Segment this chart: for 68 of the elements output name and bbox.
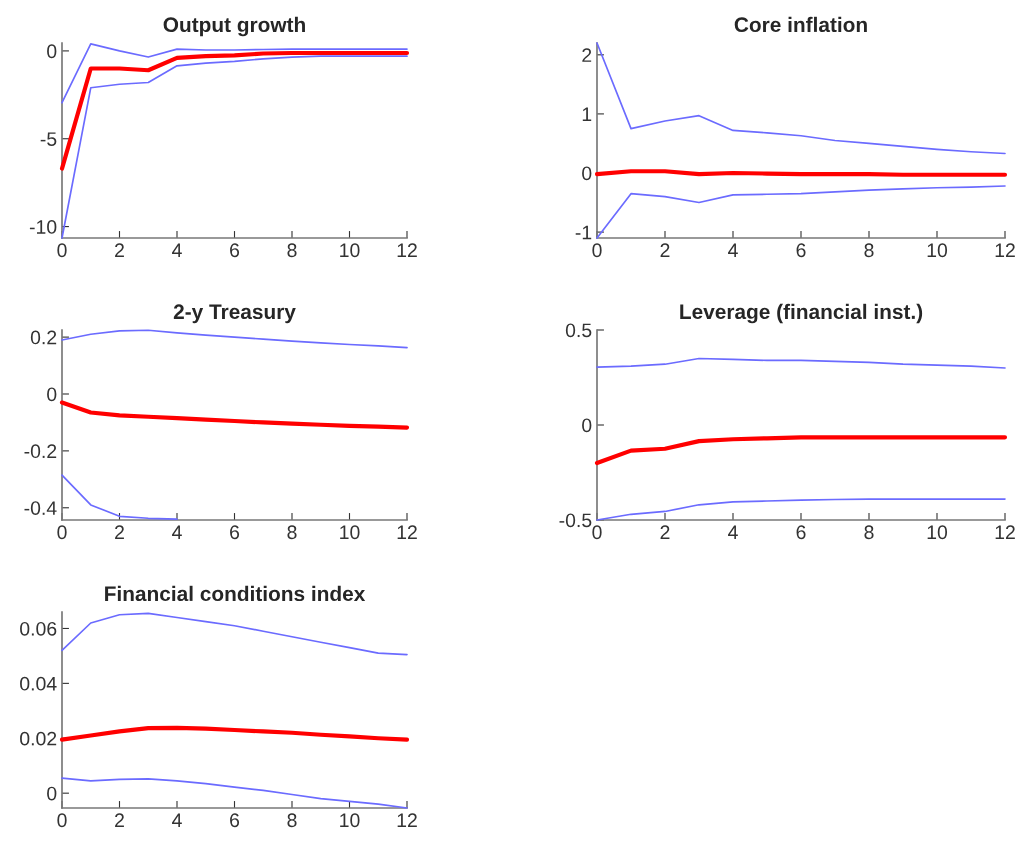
x-tick-label: 2 (115, 243, 124, 257)
x-tick-label: 10 (340, 525, 360, 540)
x-tick-label: 8 (864, 243, 874, 258)
x-tick-label: 4 (172, 525, 182, 539)
y-tick-label: 0.5 (565, 323, 592, 338)
x-tick-label: 4 (172, 243, 182, 257)
y-tick-label: -1 (575, 225, 592, 240)
x-tick-label: 12 (995, 243, 1015, 257)
y-tick-label: -0.5 (559, 513, 592, 528)
y-tick-label: 2 (582, 48, 592, 62)
y-tick-label: 0.04 (20, 676, 57, 691)
y-tick-label: -0.4 (24, 501, 57, 516)
y-tick-label: 0.02 (20, 731, 57, 746)
x-tick-label: 0 (592, 243, 602, 258)
line-series (594, 435, 1008, 466)
x-tick-label: 4 (172, 813, 182, 827)
x-tick-label: 2 (115, 525, 124, 539)
y-tick-label: 0.06 (20, 621, 57, 636)
x-tick-label: 2 (660, 243, 670, 257)
x-tick-label: 10 (927, 243, 948, 258)
x-tick-label: 0 (57, 525, 67, 540)
chart-title: Financial conditions index (105, 585, 366, 602)
chart-title: Core inflation (734, 16, 867, 33)
chart-title: Leverage (financial inst.) (680, 303, 923, 324)
x-tick-label: 6 (230, 813, 240, 828)
x-tick-label: 12 (397, 243, 417, 257)
x-tick-label: 10 (340, 813, 360, 828)
line-series (61, 329, 408, 349)
y-tick-label: 0.2 (30, 330, 57, 345)
x-tick-label: 12 (995, 525, 1015, 539)
x-tick-label: 4 (728, 525, 738, 539)
x-tick-label: 6 (796, 525, 806, 540)
y-tick-label: 1 (582, 107, 592, 121)
x-tick-label: 8 (287, 813, 297, 828)
line-series (61, 612, 408, 656)
x-tick-label: 12 (397, 813, 417, 827)
line-series (59, 725, 410, 742)
x-tick-label: 2 (115, 813, 124, 827)
line-series (61, 474, 178, 520)
y-tick-label: -0.2 (24, 444, 57, 459)
x-tick-label: 0 (57, 813, 67, 828)
x-tick-label: 6 (796, 243, 806, 258)
line-series (61, 43, 408, 104)
line-series (596, 357, 1006, 369)
x-tick-label: 8 (287, 243, 297, 258)
x-tick-label: 8 (287, 525, 297, 540)
line-series (59, 400, 410, 430)
x-tick-label: 6 (230, 525, 240, 540)
x-tick-label: 12 (397, 525, 417, 539)
x-tick-label: 8 (864, 525, 874, 540)
y-tick-label: 0 (47, 44, 57, 59)
y-tick-label: 0 (582, 166, 592, 181)
x-tick-label: 2 (660, 525, 670, 539)
x-tick-label: 6 (230, 243, 240, 258)
x-tick-label: 0 (57, 243, 67, 258)
y-tick-label: 0 (582, 418, 592, 433)
x-tick-label: 4 (728, 243, 738, 257)
y-tick-label: -5 (40, 132, 57, 146)
y-tick-label: -10 (29, 220, 57, 234)
chart-title: 2-y Treasury (173, 304, 296, 324)
x-tick-label: 10 (927, 525, 948, 540)
x-tick-label: 10 (340, 243, 360, 258)
chart-title: Output growth (163, 16, 305, 37)
y-tick-label: 0 (47, 786, 57, 801)
line-series (596, 42, 1006, 155)
line-series (59, 50, 410, 171)
y-tick-label: 0 (47, 387, 57, 402)
x-tick-label: 0 (592, 525, 602, 540)
